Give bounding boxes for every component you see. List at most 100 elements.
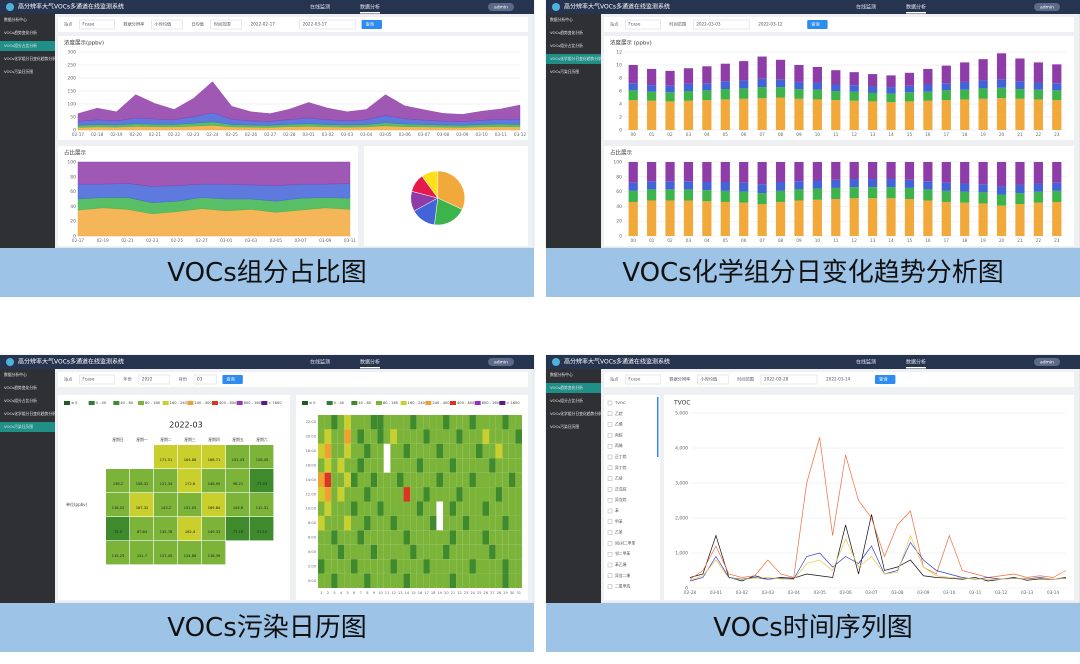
checkbox[interactable]: [607, 584, 613, 589]
checkbox[interactable]: [607, 487, 613, 492]
input-box[interactable]: [151, 19, 183, 30]
query-button[interactable]: [807, 20, 828, 29]
checkbox[interactable]: [607, 562, 613, 568]
toolbar-text[interactable]: Fcase: [82, 22, 94, 27]
menu-item[interactable]: VOCs污染日历图: [4, 424, 33, 429]
toolbar-text[interactable]: 03: [197, 377, 203, 382]
query-button[interactable]: [222, 375, 243, 384]
input-box[interactable]: [692, 19, 750, 30]
nav-item[interactable]: 数据分析: [360, 4, 380, 11]
checkbox[interactable]: [607, 573, 613, 578]
list-item[interactable]: TVOC: [614, 400, 626, 405]
checkbox[interactable]: [607, 422, 613, 427]
checkbox[interactable]: [607, 476, 613, 481]
list-item[interactable]: 异丁烷: [615, 465, 627, 470]
input-box[interactable]: [299, 19, 356, 30]
checkbox[interactable]: [607, 498, 613, 503]
list-item[interactable]: 乙苯: [615, 530, 623, 535]
toolbar-text[interactable]: 2022: [142, 377, 153, 382]
button-label[interactable]: 查询: [879, 376, 887, 383]
user-name[interactable]: admin: [1040, 5, 1054, 11]
list-item[interactable]: 苯: [615, 508, 619, 513]
input-box[interactable]: [79, 19, 115, 30]
list-item[interactable]: 丙烷: [615, 432, 623, 437]
menu-item[interactable]: 数据分析中心: [4, 372, 27, 377]
query-button[interactable]: [361, 20, 382, 29]
menu-item[interactable]: VOCs污染日历图: [550, 424, 579, 429]
query-button[interactable]: [875, 375, 896, 384]
input-box[interactable]: [210, 19, 242, 30]
list-item[interactable]: 丙烯: [615, 443, 623, 448]
list-item[interactable]: 异戊二烯: [615, 573, 630, 578]
toolbar-text[interactable]: 2022-02-28: [764, 377, 789, 382]
button-label[interactable]: 查询: [226, 376, 234, 383]
menu-item[interactable]: VOCs趋势变化分析: [550, 30, 583, 35]
menu-item[interactable]: 数据分析中心: [4, 17, 27, 22]
nav-item[interactable]: 在线监测: [856, 359, 876, 366]
checkbox[interactable]: [607, 400, 613, 406]
user-name[interactable]: admin: [1040, 360, 1054, 366]
toolbar-text[interactable]: Fcase: [628, 22, 640, 27]
button-label[interactable]: 查询: [811, 21, 819, 28]
menu-item[interactable]: VOCs组分占比分析: [550, 43, 583, 48]
checkbox[interactable]: [607, 552, 613, 557]
menu-item[interactable]: VOCs化学组分日变化趋势分析: [4, 56, 56, 61]
checkbox[interactable]: [607, 530, 613, 535]
user-name[interactable]: admin: [494, 5, 508, 11]
nav-item[interactable]: 在线监测: [856, 4, 876, 11]
checkbox[interactable]: [607, 508, 613, 514]
input-box[interactable]: [625, 19, 661, 30]
checkbox[interactable]: [607, 411, 613, 416]
checkbox[interactable]: [607, 444, 613, 449]
menu-item[interactable]: VOCs污染日历图: [4, 69, 33, 74]
list-item[interactable]: 邻二甲苯: [615, 551, 630, 556]
input-box[interactable]: [193, 374, 217, 385]
menu-item[interactable]: 数据分析中心: [550, 372, 573, 377]
menu-item[interactable]: VOCs趋势变化分析: [4, 385, 37, 390]
checkbox[interactable]: [607, 454, 613, 460]
list-item[interactable]: 乙烷: [615, 411, 623, 416]
input-box[interactable]: [697, 374, 729, 385]
menu-item[interactable]: VOCs组分占比分析: [4, 398, 37, 403]
input-box[interactable]: [760, 374, 818, 385]
list-item[interactable]: 乙炔: [615, 476, 623, 481]
menu-item[interactable]: VOCs化学组分日变化趋势分析: [550, 411, 602, 416]
list-item[interactable]: 乙烯: [615, 422, 623, 427]
nav-item[interactable]: 在线监测: [310, 4, 330, 11]
menu-item[interactable]: VOCs化学组分日变化趋势分析: [550, 56, 602, 61]
input-box[interactable]: [138, 374, 170, 385]
menu-item[interactable]: 数据分析中心: [550, 17, 573, 22]
checkbox[interactable]: [607, 433, 613, 438]
button-label[interactable]: 查询: [366, 21, 374, 28]
toolbar-text[interactable]: Fcase: [628, 377, 640, 382]
menu-item[interactable]: VOCs趋势变化分析: [550, 385, 583, 390]
list-item[interactable]: 二氯甲烷: [615, 584, 630, 589]
list-item[interactable]: 正戊烷: [615, 486, 627, 491]
checkbox[interactable]: [607, 519, 613, 524]
input-box[interactable]: [79, 374, 115, 385]
user-name[interactable]: admin: [494, 360, 508, 366]
nav-item[interactable]: 在线监测: [310, 359, 330, 366]
nav-item[interactable]: 数据分析: [906, 359, 926, 366]
toolbar-text[interactable]: 2022-03-17: [303, 22, 328, 27]
menu-item[interactable]: VOCs组分占比分析: [550, 398, 583, 403]
menu-item[interactable]: VOCs污染日历图: [550, 69, 579, 74]
nav-item[interactable]: 数据分析: [906, 4, 926, 11]
list-item[interactable]: 间/对二甲苯: [615, 540, 635, 545]
toolbar-text[interactable]: Fcase: [82, 377, 94, 382]
menu-item[interactable]: VOCs趋势变化分析: [4, 30, 37, 35]
toolbar-text[interactable]: 小时均值: [700, 376, 717, 383]
toolbar-text[interactable]: 2022-03-03: [696, 22, 721, 27]
list-item[interactable]: 正丁烷: [615, 454, 627, 459]
nav-item[interactable]: 数据分析: [360, 359, 380, 366]
toolbar-text[interactable]: 小时均值: [154, 21, 171, 28]
list-item[interactable]: 甲苯: [615, 519, 623, 524]
checkbox[interactable]: [607, 465, 613, 470]
checkbox[interactable]: [607, 541, 613, 546]
menu-item[interactable]: VOCs化学组分日变化趋势分析: [4, 411, 56, 416]
list-item[interactable]: 苯乙烯: [615, 562, 627, 567]
toolbar-text[interactable]: 时间范围: [214, 21, 231, 28]
menu-item[interactable]: VOCs组分占比分析: [4, 43, 37, 48]
list-item[interactable]: 异戊烷: [615, 497, 627, 502]
input-box[interactable]: [625, 374, 661, 385]
